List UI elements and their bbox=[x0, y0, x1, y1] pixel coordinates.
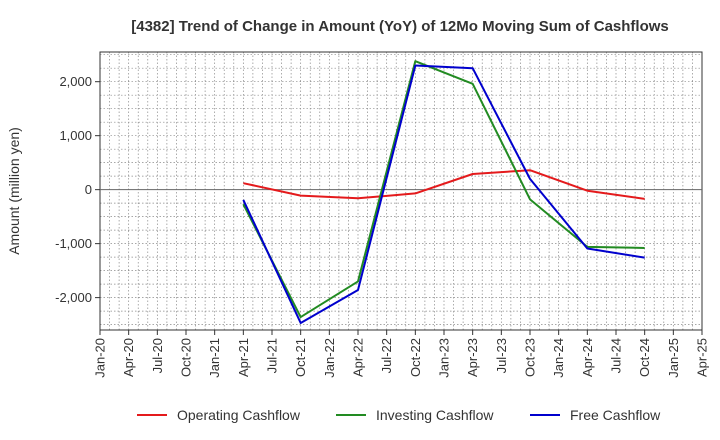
x-tick-label: Jul-23 bbox=[494, 338, 509, 373]
series-line-investing-cashflow bbox=[242, 60, 645, 319]
legend-label: Free Cashflow bbox=[570, 407, 661, 423]
x-tick-label: Oct-23 bbox=[523, 338, 538, 377]
x-tick-label: Jul-21 bbox=[265, 338, 280, 373]
x-tick-label: Jul-22 bbox=[379, 338, 394, 373]
series-lines bbox=[242, 60, 645, 324]
x-tick-label: Jan-25 bbox=[666, 338, 681, 378]
x-tick-label: Jan-21 bbox=[207, 338, 222, 378]
x-tick-labels: Jan-20 Apr-20 Jul-20 Oct-20 Jan-21 Apr-21 Jul-… bbox=[93, 330, 710, 378]
series-line-operating-cashflow bbox=[243, 169, 645, 200]
x-tick-label: Apr-20 bbox=[121, 338, 136, 377]
y-tick-label: 2,000 bbox=[59, 74, 92, 89]
x-tick-label: Oct-20 bbox=[179, 338, 194, 377]
x-tick-label: Oct-21 bbox=[293, 338, 308, 377]
y-tick-label: -2,000 bbox=[55, 290, 92, 305]
x-tick-label: Oct-22 bbox=[408, 338, 423, 377]
x-tick-label: Jan-22 bbox=[322, 338, 337, 378]
legend-label: Operating Cashflow bbox=[177, 407, 301, 423]
legend: Operating Cashflow Investing Cashflow Free… bbox=[137, 407, 661, 423]
x-tick-label: Oct-24 bbox=[637, 338, 652, 377]
grid bbox=[100, 52, 702, 330]
y-axis-label: Amount (million yen) bbox=[6, 127, 22, 255]
x-tick-label: Jul-24 bbox=[609, 338, 624, 373]
plot-area-frame bbox=[99, 51, 703, 331]
x-tick-label: Apr-22 bbox=[351, 338, 366, 377]
x-tick-label: Apr-25 bbox=[695, 338, 710, 377]
x-tick-label: Jan-24 bbox=[551, 338, 566, 378]
chart-title: [4382] Trend of Change in Amount (YoY) o… bbox=[131, 18, 669, 35]
x-tick-label: Apr-24 bbox=[580, 338, 595, 377]
x-tick-label: Apr-21 bbox=[236, 338, 251, 377]
x-tick-label: Jul-20 bbox=[150, 338, 165, 373]
y-tick-label: 0 bbox=[85, 182, 92, 197]
x-tick-label: Jan-20 bbox=[93, 338, 108, 378]
y-tick-label: 1,000 bbox=[59, 128, 92, 143]
y-tick-label: -1,000 bbox=[55, 236, 92, 251]
x-tick-label: Jan-23 bbox=[437, 338, 452, 378]
y-tick-labels: 2,000 1,000 0 -1,000 -2,000 bbox=[55, 74, 100, 305]
x-tick-label: Apr-23 bbox=[465, 338, 480, 377]
series-line-free-cashflow bbox=[242, 64, 645, 324]
legend-label: Investing Cashflow bbox=[376, 407, 494, 423]
